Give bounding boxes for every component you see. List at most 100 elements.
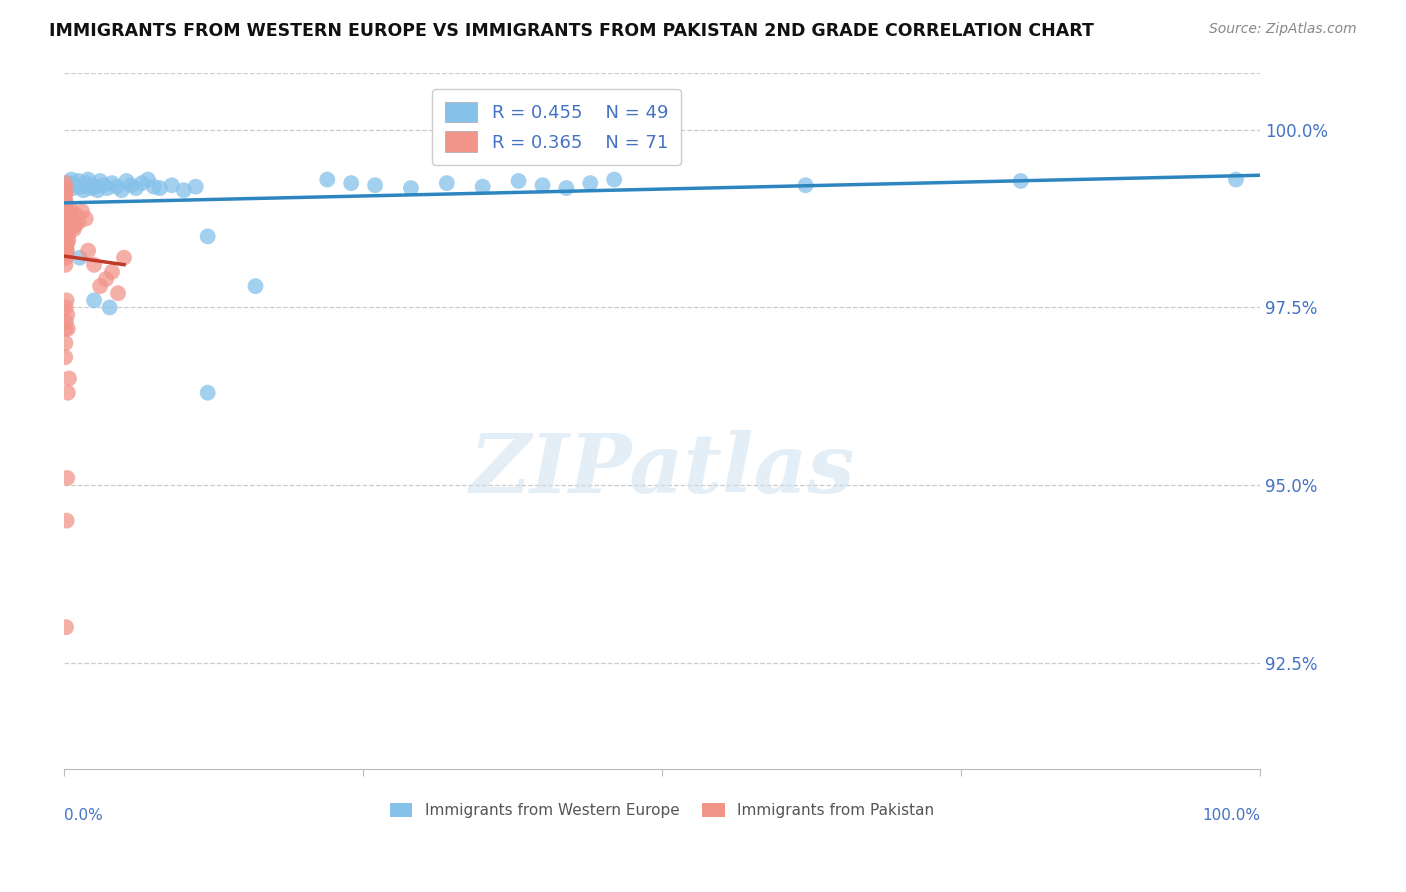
Point <box>55 201 77 215</box>
Point <box>55 233 77 247</box>
Point <box>58 222 80 236</box>
Point <box>55 244 77 258</box>
Point <box>56 308 79 322</box>
Point <box>56 226 79 240</box>
Text: 100.0%: 100.0% <box>1202 807 1260 822</box>
Point <box>56 208 79 222</box>
Point <box>79 181 101 195</box>
Point <box>55 251 77 265</box>
Point <box>53 350 76 364</box>
Point <box>58 371 80 385</box>
Point <box>55 322 77 336</box>
Point <box>55 315 77 329</box>
Text: Source: ZipAtlas.com: Source: ZipAtlas.com <box>1209 22 1357 37</box>
Point <box>59 211 82 226</box>
Point <box>53 197 76 211</box>
Point <box>1225 172 1247 186</box>
Point <box>184 179 207 194</box>
Point <box>603 172 626 186</box>
Point <box>55 258 77 272</box>
Point <box>94 272 117 286</box>
Point <box>89 279 111 293</box>
Point <box>112 251 135 265</box>
Text: 0.0%: 0.0% <box>65 807 103 822</box>
Text: IMMIGRANTS FROM WESTERN EUROPE VS IMMIGRANTS FROM PAKISTAN 2ND GRADE CORRELATION: IMMIGRANTS FROM WESTERN EUROPE VS IMMIGR… <box>49 22 1094 40</box>
Point <box>471 179 494 194</box>
Point <box>364 178 387 193</box>
Point <box>55 219 77 233</box>
Point <box>101 265 124 279</box>
Point <box>245 279 267 293</box>
Point <box>77 172 100 186</box>
Point <box>58 204 80 219</box>
Point <box>55 229 77 244</box>
Point <box>62 181 84 195</box>
Point <box>56 229 79 244</box>
Point <box>105 179 128 194</box>
Point <box>62 222 84 236</box>
Point <box>131 176 153 190</box>
Point <box>197 229 219 244</box>
Point <box>55 222 77 236</box>
Point <box>794 178 817 193</box>
Point <box>56 236 79 251</box>
Point <box>579 176 602 190</box>
Point <box>55 215 77 229</box>
Point <box>65 178 87 193</box>
Point <box>62 215 84 229</box>
Point <box>55 247 77 261</box>
Point <box>53 179 76 194</box>
Point <box>75 176 97 190</box>
Point <box>72 183 94 197</box>
Point <box>56 244 79 258</box>
Point <box>67 174 90 188</box>
Point <box>70 204 93 219</box>
Point <box>75 211 97 226</box>
Point <box>53 194 76 208</box>
Point <box>173 183 195 197</box>
Point <box>53 186 76 201</box>
Point <box>149 181 172 195</box>
Point <box>55 208 77 222</box>
Point <box>55 236 77 251</box>
Point <box>96 181 118 195</box>
Point <box>53 176 76 190</box>
Point <box>63 219 86 233</box>
Text: ZIPatlas: ZIPatlas <box>470 430 855 510</box>
Point <box>86 183 108 197</box>
Point <box>56 322 79 336</box>
Point <box>53 215 76 229</box>
Point <box>53 208 76 222</box>
Legend: Immigrants from Western Europe, Immigrants from Pakistan: Immigrants from Western Europe, Immigran… <box>384 797 941 824</box>
Point <box>65 208 87 222</box>
Point <box>53 201 76 215</box>
Point <box>399 181 422 195</box>
Point <box>55 293 77 308</box>
Point <box>67 215 90 229</box>
Point <box>83 258 105 272</box>
Point <box>60 208 83 222</box>
Point <box>56 471 79 485</box>
Point <box>93 178 115 193</box>
Point <box>115 174 138 188</box>
Point <box>53 183 76 197</box>
Point <box>89 174 111 188</box>
Point <box>160 178 183 193</box>
Point <box>70 179 93 194</box>
Point <box>107 286 129 301</box>
Point <box>58 215 80 229</box>
Point <box>58 176 80 190</box>
Point <box>142 179 165 194</box>
Point <box>531 178 554 193</box>
Point <box>53 190 76 204</box>
Point <box>136 172 159 186</box>
Point <box>110 183 132 197</box>
Point <box>120 178 142 193</box>
Point <box>55 211 77 226</box>
Point <box>125 181 148 195</box>
Point <box>58 233 80 247</box>
Point <box>56 385 79 400</box>
Point <box>55 514 77 528</box>
Point <box>58 215 80 229</box>
Point <box>340 176 363 190</box>
